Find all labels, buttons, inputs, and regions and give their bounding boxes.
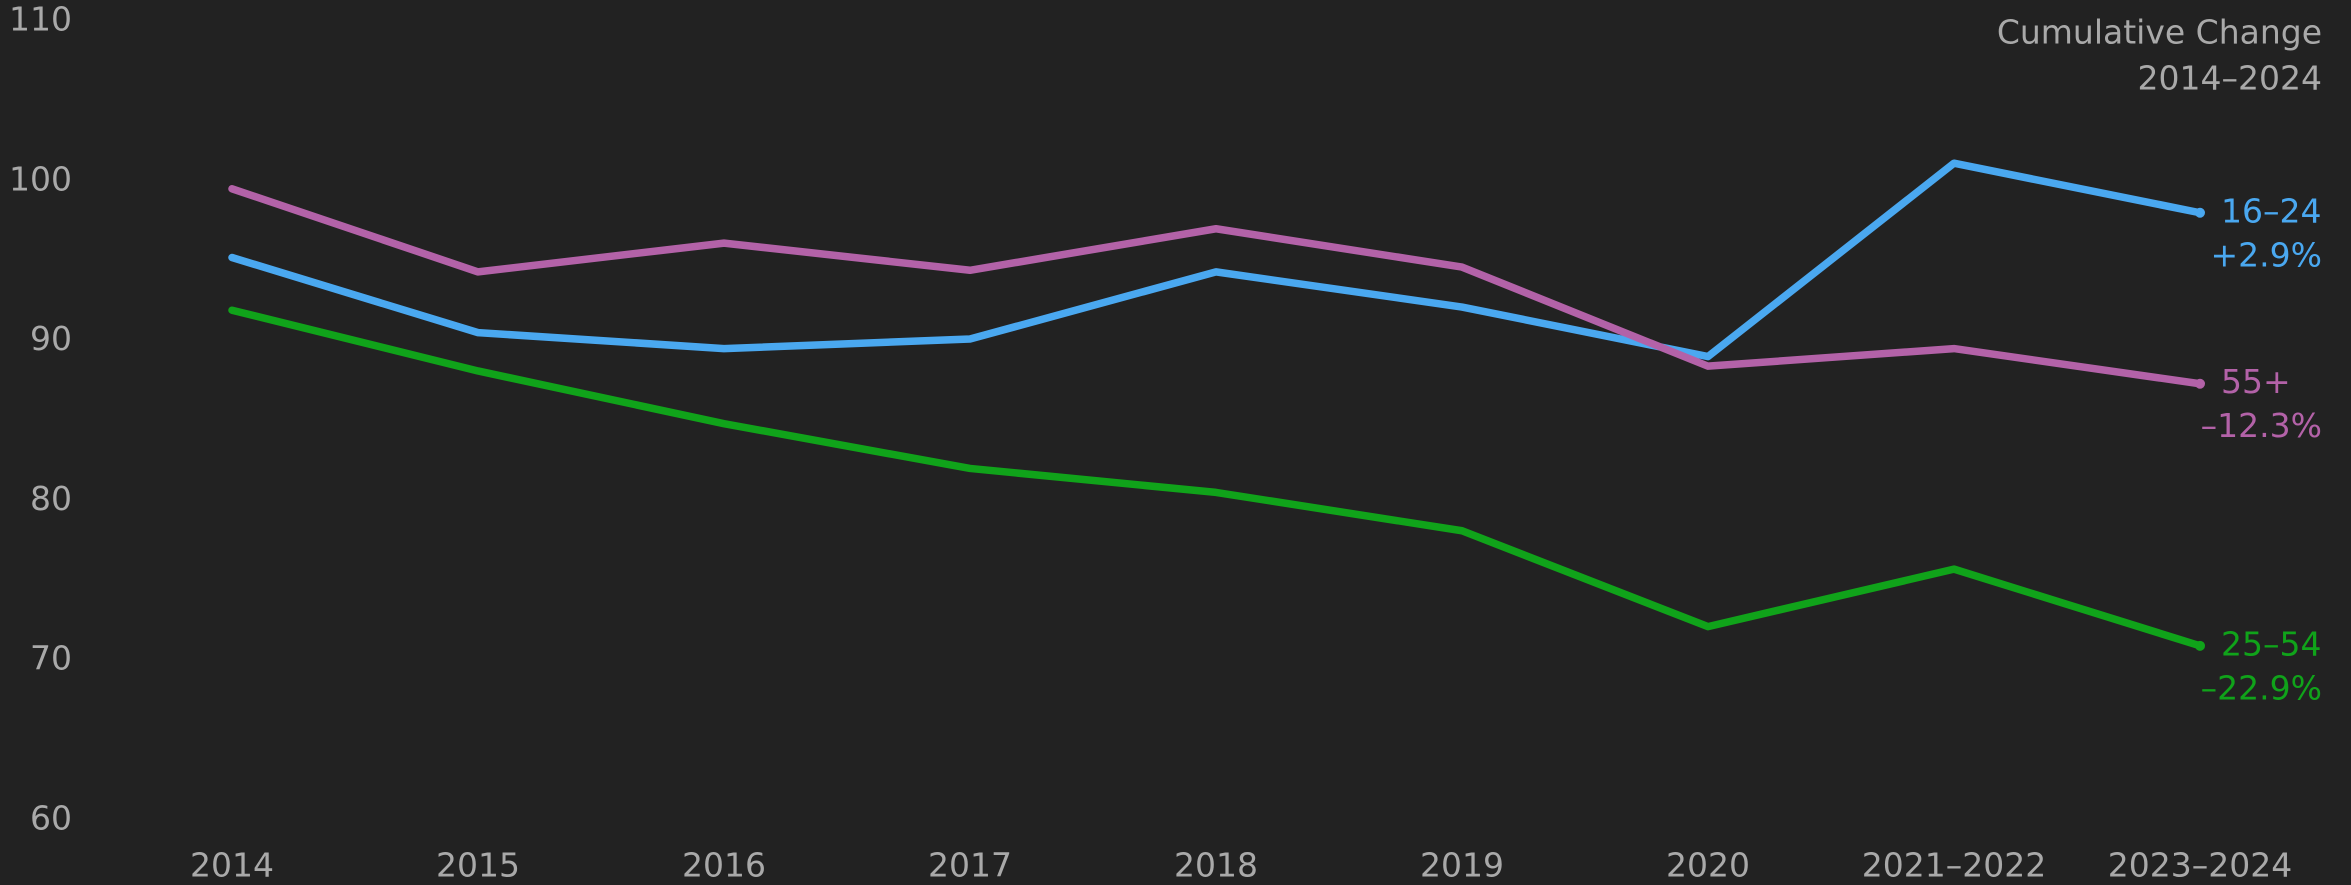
x-tick-label: 2018	[1174, 846, 1258, 885]
x-tick-label: 2015	[436, 846, 520, 885]
y-tick-label: 90	[30, 319, 72, 358]
end-point	[2195, 207, 2205, 218]
series-change: –12.3%	[2201, 406, 2322, 445]
series-label: 25–54	[2221, 624, 2321, 663]
y-tick-label: 60	[30, 799, 72, 838]
series-line	[228, 185, 2204, 388]
x-tick-label: 2019	[1420, 846, 1504, 885]
x-tick-label: 2020	[1666, 846, 1750, 885]
x-tick-label: 2016	[682, 846, 766, 885]
series-line	[228, 306, 2204, 650]
y-tick-label: 80	[30, 479, 72, 518]
chart-title: Cumulative Change	[1997, 13, 2322, 52]
x-tick-label: 2021–2022	[1862, 846, 2046, 885]
x-tick-label: 2023–2024	[2108, 846, 2292, 885]
end-point	[2195, 640, 2205, 651]
series-label: 55+	[2221, 362, 2291, 401]
series-label: 16–24	[2221, 191, 2321, 230]
series-change: –22.9%	[2201, 668, 2322, 707]
chart-subtitle: 2014–2024	[2138, 59, 2322, 98]
x-tick-label: 2014	[190, 846, 274, 885]
y-tick-label: 70	[30, 639, 72, 678]
series-change: +2.9%	[2211, 235, 2323, 274]
series-line	[228, 159, 2204, 361]
y-tick-label: 110	[9, 0, 72, 39]
y-tick-label: 100	[9, 159, 72, 198]
end-point	[2195, 378, 2205, 389]
x-tick-label: 2017	[928, 846, 1012, 885]
